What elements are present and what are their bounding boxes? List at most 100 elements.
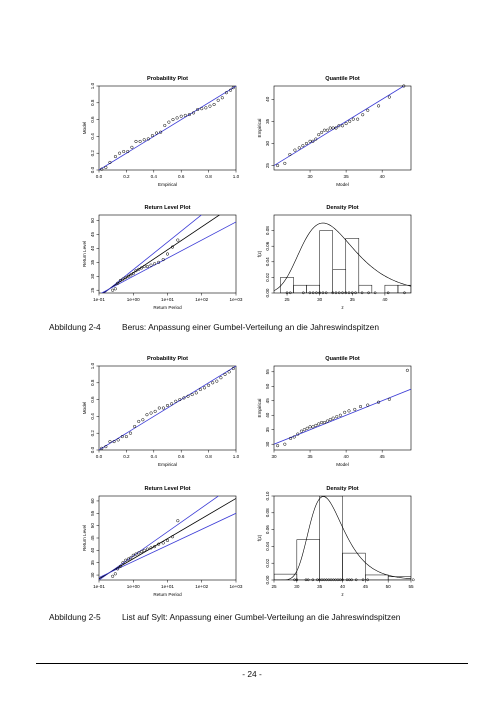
data-point <box>176 519 180 523</box>
data-point <box>153 545 157 549</box>
y-tick-label: 30 <box>90 572 95 578</box>
data-point <box>187 113 191 117</box>
rug-point <box>295 578 299 582</box>
data-point <box>344 122 348 126</box>
figure-caption-text: Berus: Anpassung einer Gumbel-Verteilung… <box>122 322 379 332</box>
y-tick-label: 0.02 <box>265 272 270 281</box>
data-point <box>163 123 167 128</box>
data-point <box>145 547 150 551</box>
data-point <box>322 128 327 132</box>
data-point <box>167 120 171 124</box>
y-tick-label: 50 <box>90 218 95 224</box>
data-point <box>137 267 141 271</box>
data-point <box>331 416 335 420</box>
density-curve <box>274 222 411 291</box>
data-point <box>128 431 133 435</box>
histogram-bar <box>293 284 307 293</box>
data-point <box>137 419 141 423</box>
data-point <box>120 435 124 439</box>
data-point <box>317 133 321 137</box>
data-point <box>340 124 345 128</box>
histogram-bar <box>319 230 333 293</box>
data-point <box>402 84 406 88</box>
data-point <box>191 111 196 115</box>
y-tick-label: 0.0 <box>90 166 95 173</box>
rug-point <box>361 578 365 582</box>
y-tick-label: 0.04 <box>265 541 270 550</box>
y-tick-label: 35 <box>90 560 95 566</box>
rug-point <box>288 291 292 295</box>
data-point <box>112 440 116 444</box>
data-point <box>165 403 170 408</box>
data-point <box>356 117 360 121</box>
data-point <box>124 435 128 439</box>
data-point <box>377 104 381 108</box>
lower-confidence-line <box>100 221 236 293</box>
data-point <box>140 550 144 554</box>
data-point <box>170 402 174 406</box>
chart-title: Probability Plot <box>147 356 188 362</box>
upper-confidence-line <box>99 496 220 580</box>
rug-point <box>354 578 358 582</box>
x-tick-label: 1e+00 <box>127 584 140 589</box>
page-number: - 24 - <box>242 669 262 679</box>
x-tick-label: 1.0 <box>233 454 240 459</box>
data-point <box>116 281 120 285</box>
y-axis-label: Empirical <box>257 399 262 418</box>
figure-caption-text: List auf Sylt: Anpassung einer Gumbel-Ve… <box>122 612 401 622</box>
data-point <box>108 160 112 164</box>
return-level-plot-2-4: Return Level Plot 1e-01 1e+00 1e+01 1e+02 1e+… <box>75 198 250 318</box>
data-point <box>227 370 231 374</box>
data-point <box>129 273 133 277</box>
x-tick-label: 0.4 <box>151 174 158 179</box>
data-point <box>118 151 122 155</box>
figure-label: Abbildung 2-4 <box>49 322 101 332</box>
x-tick-label: 30 <box>307 174 313 179</box>
data-point <box>183 113 187 117</box>
quantile-plot-2-4: Quantile Plot 30 35 40 25 30 35 40 Model Empirica… <box>250 68 425 198</box>
chart-title: Return Level Plot <box>144 205 190 211</box>
data-point <box>129 556 133 560</box>
data-point <box>142 548 146 552</box>
data-point <box>100 167 104 171</box>
histogram-bar <box>387 576 411 580</box>
rug-point <box>308 291 312 295</box>
histogram-bar <box>319 496 343 580</box>
x-tick-label: 0.4 <box>151 454 158 459</box>
data-point <box>141 418 145 422</box>
data-point <box>358 405 363 409</box>
x-tick-label: 40 <box>382 297 388 302</box>
plot-frame <box>273 365 412 451</box>
chart-title: Probability Plot <box>147 76 188 82</box>
data-point <box>182 396 186 400</box>
quantile-plot-svg: Quantile Plot 30 35 40 25 30 35 40 Model Empirica… <box>257 76 412 187</box>
data-point <box>377 400 381 404</box>
data-point <box>142 138 146 142</box>
data-point <box>157 406 161 410</box>
chart-title: Quantile Plot <box>325 356 360 362</box>
y-tick-label: 40 <box>265 96 270 102</box>
y-tick-label: 50 <box>90 523 95 529</box>
data-point <box>387 397 391 401</box>
data-point <box>159 130 163 134</box>
data-point <box>305 426 309 430</box>
y-tick-label: 45 <box>90 535 95 541</box>
data-point <box>104 165 108 170</box>
data-point <box>126 149 130 154</box>
data-point <box>153 262 157 266</box>
y-tick-label: 35 <box>265 118 270 124</box>
rug-point <box>315 291 318 295</box>
reference-line <box>274 86 404 166</box>
data-point <box>317 422 321 426</box>
x-axis-label: Model <box>336 462 349 467</box>
data-point <box>366 108 370 112</box>
data-point <box>325 419 329 423</box>
rug-point <box>306 578 310 582</box>
rug-point <box>318 291 321 295</box>
chart-title: Quantile Plot <box>325 76 360 82</box>
return-level-plot-2-5: Return Level Plot 1e-01 1e+00 1e+01 1e+02 1e+… <box>75 478 250 608</box>
data-point <box>325 128 329 132</box>
data-point <box>116 438 120 442</box>
x-tick-label: 1e+01 <box>161 297 174 302</box>
data-point <box>292 435 296 439</box>
